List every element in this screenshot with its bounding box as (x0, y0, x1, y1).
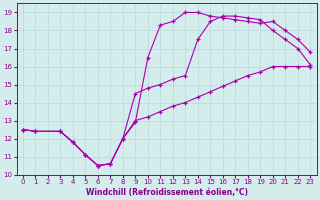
X-axis label: Windchill (Refroidissement éolien,°C): Windchill (Refroidissement éolien,°C) (85, 188, 248, 197)
